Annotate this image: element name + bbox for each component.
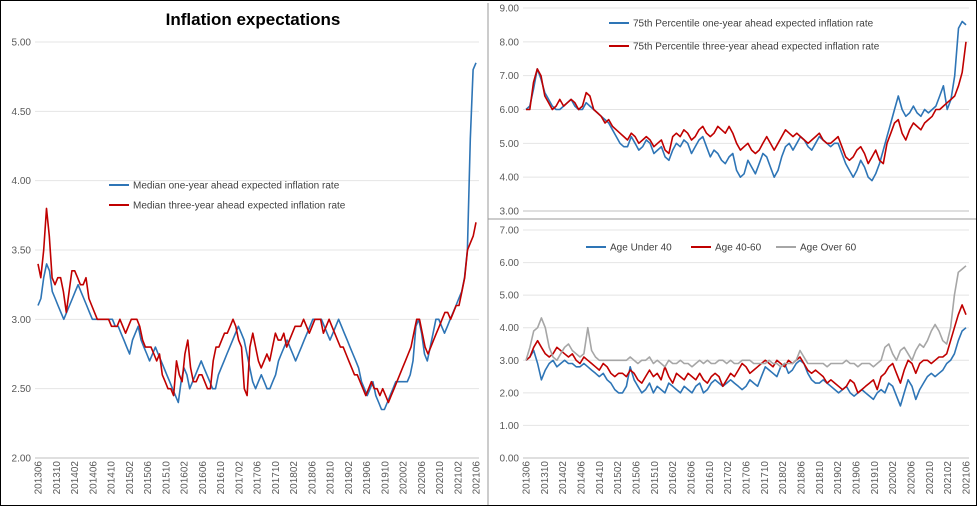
x-tick-label: 201502 [125,461,136,495]
x-tick-label: 201602 [180,461,191,495]
y-tick-label: 4.00 [12,176,32,187]
x-tick-label: 201902 [344,461,355,495]
x-tick-label: 201510 [161,461,172,495]
y-tick-label: 1.00 [500,421,520,432]
x-tick-label: 201506 [632,461,643,495]
x-tick-label: 201510 [650,461,661,495]
x-tick-label: 201406 [577,461,588,495]
x-tick-label: 201606 [687,461,698,495]
x-tick-label: 201806 [797,461,808,495]
x-tick-label: 202106 [962,461,973,495]
x-tick-label: 201706 [253,461,264,495]
series-line-2 [525,265,967,368]
x-tick-label: 201802 [778,461,789,495]
x-tick-label: 201810 [326,461,337,495]
x-tick-label: 201306 [522,461,533,495]
y-tick-label: 7.00 [500,226,520,237]
y-tick-label: 4.00 [500,173,520,184]
series-line-1 [525,304,967,394]
x-tick-label: 202002 [399,461,410,495]
x-tick-label: 201910 [380,461,391,495]
x-tick-label: 201910 [870,461,881,495]
x-tick-label: 201410 [595,461,606,495]
x-tick-label: 201310 [540,461,551,495]
x-tick-label: 201402 [558,461,569,495]
legend-label: Age Under 40 [610,243,672,254]
x-tick-label: 201602 [668,461,679,495]
y-tick-label: 6.00 [500,105,520,116]
y-tick-label: 5.00 [500,139,520,150]
x-tick-label: 202006 [907,461,918,495]
x-tick-label: 202106 [472,461,483,495]
x-tick-label: 201406 [88,461,99,495]
chart-title: Inflation expectations [166,10,341,29]
y-tick-label: 4.50 [12,107,32,118]
left-chart-median: Inflation expectations 2.00 2.50 3.00 3.50 4… [12,10,483,494]
right-top-chart-75th-percentile: 3.00 4.00 5.00 6.00 7.00 8.00 9.00 75th Percen… [487,3,976,505]
x-tick-label: 201506 [143,461,154,495]
x-tick-label: 202102 [943,461,954,495]
legend-label: 75th Percentile one-year ahead expected … [633,19,874,30]
x-tick-label: 201906 [362,461,373,495]
y-tick-label: 9.00 [500,4,520,15]
y-tick-label: 3.50 [12,246,32,257]
legend-label: Median three-year ahead expected inflati… [133,201,346,212]
y-tick-label: 8.00 [500,37,520,48]
x-tick-label: 202002 [888,461,899,495]
series-line-0 [525,327,967,407]
x-tick-label: 202102 [453,461,464,495]
x-tick-label: 201410 [107,461,118,495]
x-tick-label: 201610 [705,461,716,495]
x-tick-label: 201502 [613,461,624,495]
legend-label: Median one-year ahead expected inflation… [133,181,340,192]
y-tick-label: 3.00 [12,315,32,326]
x-tick-label: 201402 [70,461,81,495]
series-line-0 [37,62,477,411]
series-line-1 [526,41,967,165]
x-tick-label: 201306 [34,461,45,495]
y-tick-label: 5.00 [500,291,520,302]
y-tick-label: 0.00 [500,454,520,465]
x-tick-label: 202006 [417,461,428,495]
x-tick-label: 201802 [289,461,300,495]
x-tick-label: 202010 [435,461,446,495]
y-tick-label: 6.00 [500,258,520,269]
legend-label: Age Over 60 [800,243,857,254]
legend-label: Age 40-60 [715,243,762,254]
y-tick-label: 5.00 [12,38,32,49]
series-line-1 [37,207,477,404]
x-tick-label: 201710 [271,461,282,495]
x-tick-label: 201906 [852,461,863,495]
x-tick-label: 202010 [925,461,936,495]
x-tick-label: 201706 [742,461,753,495]
x-tick-label: 201806 [307,461,318,495]
x-tick-label: 201310 [52,461,63,495]
y-tick-label: 3.00 [500,356,520,367]
y-tick-label: 4.00 [500,323,520,334]
x-tick-label: 201606 [198,461,209,495]
legend-label: 75th Percentile three-year ahead expecte… [633,42,880,53]
y-tick-label: 7.00 [500,71,520,82]
x-tick-label: 201710 [760,461,771,495]
y-tick-label: 2.00 [12,454,32,465]
x-tick-label: 201810 [815,461,826,495]
y-tick-label: 2.50 [12,384,32,395]
x-tick-label: 201902 [833,461,844,495]
right-bottom-chart-by-age: 0.00 1.00 2.00 3.00 4.00 5.00 6.00 7.00 201306 2… [500,226,973,495]
y-tick-label: 2.00 [500,388,520,399]
x-tick-label: 201610 [216,461,227,495]
y-tick-label: 3.00 [500,207,520,218]
x-tick-label: 201702 [234,461,245,495]
x-tick-label: 201702 [723,461,734,495]
